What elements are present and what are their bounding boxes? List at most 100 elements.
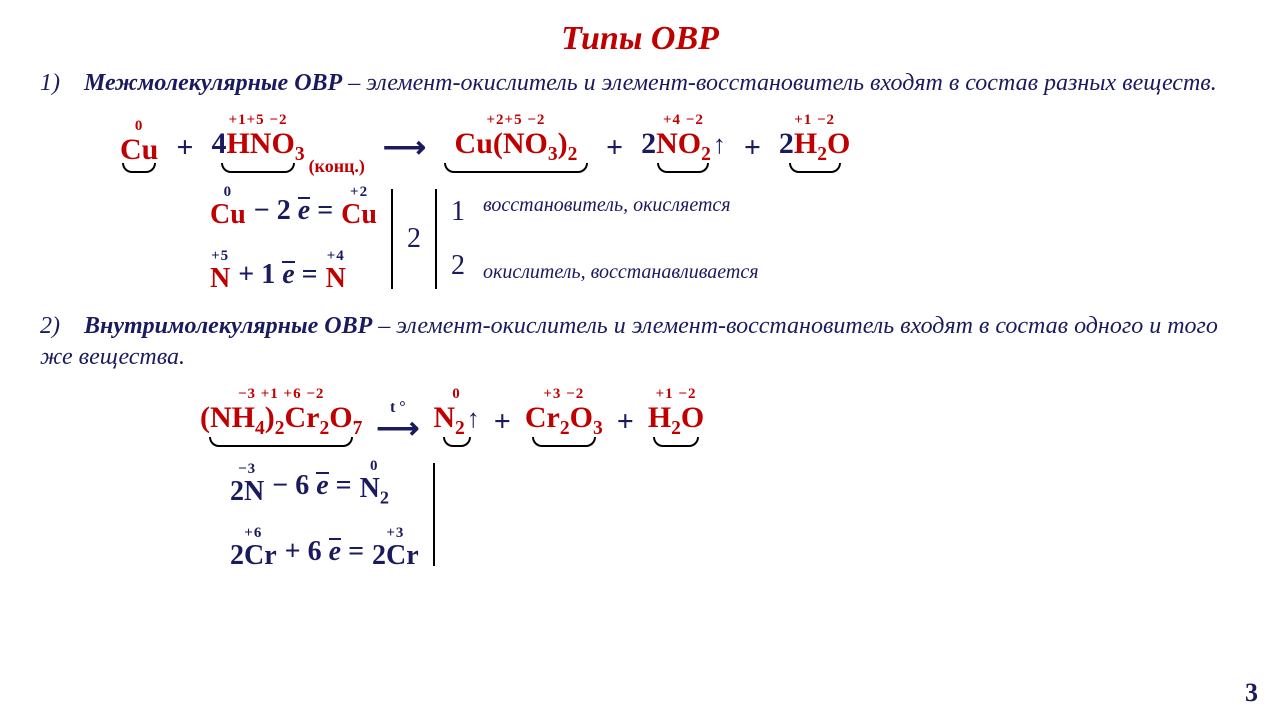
- ox-hno3: +1+5 −2: [229, 113, 288, 128]
- eq1-product-h2o: +1 −2 2H2O: [779, 113, 850, 173]
- half-reactions-2: −32N − 6 e = 0N2 +62Cr + 6 e = +32Cr: [230, 459, 1240, 571]
- plus-4: +: [494, 405, 511, 439]
- ox-cu0: 0: [224, 185, 233, 200]
- s-n: N: [244, 476, 264, 507]
- eq1-reactant-hno3: +1+5 −2 4HNO3: [211, 113, 304, 173]
- ox-n2: 0: [452, 387, 461, 402]
- hr-n4: N: [326, 263, 346, 294]
- ox-no2: +4 −2: [663, 113, 704, 128]
- ox-cu2: +2: [350, 185, 368, 200]
- sym-o3: O: [570, 401, 593, 434]
- eq2-product-n2: 0 N2: [433, 387, 479, 447]
- sym-h2: H: [648, 401, 671, 434]
- def2-num: 2): [40, 311, 68, 342]
- factor-2: 2: [451, 250, 465, 282]
- sub-2c: 2: [817, 144, 827, 165]
- def1-num: 1): [40, 68, 68, 99]
- def2-lead: Внутримолекулярные ОВР: [84, 313, 372, 339]
- def1-rest: – элемент-окислитель и элемент-восстанов…: [342, 70, 1217, 96]
- eq1-reactant-cu: 0 Cu: [120, 119, 158, 173]
- coef-4: 4: [211, 127, 226, 160]
- coef-2b: 2: [779, 127, 794, 160]
- plus-3: +: [744, 131, 761, 165]
- plus-2: +: [606, 131, 623, 165]
- sub-3b: 3: [548, 144, 558, 165]
- definition-2: 2) Внутримолекулярные ОВР – элемент-окис…: [40, 311, 1240, 373]
- plus-1: +: [176, 131, 193, 165]
- definition-1: 1) Межмолекулярные ОВР – элемент-окислит…: [40, 68, 1240, 99]
- op-4: + 6 e =: [285, 536, 364, 568]
- half2-line1: −32N − 6 e = 0N2: [230, 459, 419, 507]
- sub-n2b: 2: [380, 487, 389, 507]
- sym-cuno: Cu(NO: [455, 127, 548, 160]
- factors-1: 1 2: [451, 185, 465, 293]
- eq2-product-h2o: +1 −2 H2O: [648, 387, 704, 447]
- ox-n4: +4: [327, 249, 345, 264]
- gas-arrow-1: [711, 127, 726, 160]
- sym-n2: N: [433, 401, 455, 434]
- ox-n0: 0: [370, 459, 379, 474]
- coef-2a: 2: [641, 127, 656, 160]
- equation-1: 0 Cu + +1+5 −2 4HNO3 (конц.) ⟶ +2+5 −2 C…: [120, 113, 1240, 173]
- page-title: Типы ОВР: [40, 20, 1240, 58]
- page-number: 3: [1245, 678, 1258, 708]
- half1-descriptions: восстановитель, окисляется окислитель, в…: [483, 185, 759, 293]
- factor-1: 1: [451, 196, 465, 228]
- ox-cr2o3: +3 −2: [543, 387, 584, 402]
- sub-o3: 3: [593, 418, 603, 439]
- eq1-product-cuno32: +2+5 −2 Cu(NO3)2: [444, 113, 588, 173]
- ox-cr6: +6: [244, 526, 262, 541]
- plus-5: +: [617, 405, 634, 439]
- ox-nm3: −3: [238, 462, 256, 477]
- half1-line1: 0Cu − 2 e = +2Cu: [210, 185, 377, 229]
- desc-oxidizer: окислитель, восстанавливается: [483, 261, 759, 284]
- ox-cr3: +3: [386, 526, 404, 541]
- ox-cu: 0: [135, 119, 144, 134]
- arrow-2: t °⟶: [376, 400, 419, 444]
- op-2: + 1 e =: [238, 259, 317, 291]
- paren: ): [558, 127, 568, 160]
- half-reactions-1: 0Cu − 2 e = +2Cu +5N + 1 e = +4N 2 1 2 в…: [210, 185, 1240, 293]
- sym-hno: HNO: [226, 127, 294, 160]
- eq2-reactant: −3 +1 +6 −2 (NH4)2Cr2O7: [200, 387, 362, 447]
- op-1: − 2 e =: [254, 195, 333, 227]
- vline-1b: [435, 189, 437, 289]
- hr-n: N: [210, 263, 230, 294]
- ox-cuno32: +2+5 −2: [487, 113, 546, 128]
- sym-no: NO: [656, 127, 701, 160]
- sub-2: 2: [568, 144, 578, 165]
- ox-nh4cr2o7: −3 +1 +6 −2: [238, 387, 324, 402]
- ox-n5: +5: [211, 249, 229, 264]
- c-2n: 2: [230, 476, 244, 507]
- eq1-product-no2: +4 −2 2NO2: [641, 113, 726, 173]
- sub-n2: 2: [455, 418, 465, 439]
- sub-h2o2: 2: [671, 418, 681, 439]
- ox-h2o-2: +1 −2: [656, 387, 697, 402]
- half2-line2: +62Cr + 6 e = +32Cr: [230, 526, 419, 570]
- ox-h2o: +1 −2: [794, 113, 835, 128]
- half1-line2: +5N + 1 e = +4N: [210, 249, 377, 293]
- konc-label: (конц.): [309, 156, 365, 177]
- f-nh4cr2o7: (NH4)2Cr2O7: [200, 403, 362, 439]
- sub-2b: 2: [701, 144, 711, 165]
- op-3: − 6 e =: [272, 470, 351, 502]
- s-cr: Cr: [244, 540, 277, 571]
- s-cr3: Cr: [386, 540, 419, 571]
- lcm-1: 2: [407, 185, 421, 293]
- def1-lead: Межмолекулярные ОВР: [84, 70, 342, 96]
- eq2-product-cr2o3: +3 −2 Cr2O3: [525, 387, 603, 447]
- sub-cr2: 2: [560, 418, 570, 439]
- sym-h: H: [794, 127, 817, 160]
- desc-reducer: восстановитель, окисляется: [483, 194, 759, 217]
- vline-2: [433, 463, 435, 567]
- hr-cu2: Cu: [341, 199, 377, 230]
- s-n2: N: [360, 473, 380, 504]
- c-2crb: 2: [372, 540, 386, 571]
- equation-2: −3 +1 +6 −2 (NH4)2Cr2O7 t °⟶ 0 N2 + +3 −…: [200, 387, 1240, 447]
- sub-3: 3: [295, 144, 305, 165]
- sym-cu: Cu: [120, 133, 158, 166]
- hr-cu: Cu: [210, 199, 246, 230]
- sym-o2: O: [681, 401, 704, 434]
- sym-cr2: Cr: [525, 401, 560, 434]
- arrow-1: ⟶: [383, 133, 426, 163]
